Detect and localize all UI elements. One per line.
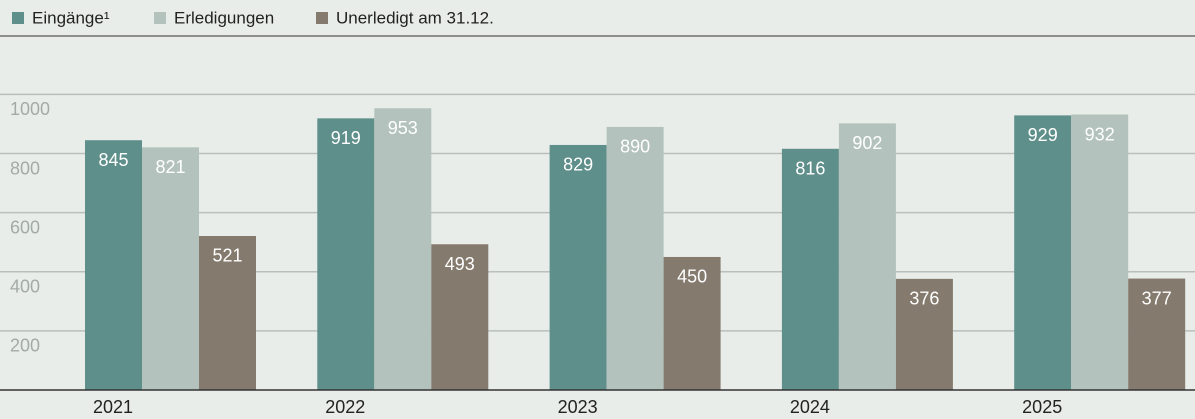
bar bbox=[199, 235, 256, 390]
bar bbox=[142, 147, 199, 390]
bar bbox=[838, 123, 896, 390]
bar bbox=[549, 144, 607, 390]
x-tick-label: 2024 bbox=[790, 397, 830, 417]
value-label: 821 bbox=[155, 157, 185, 177]
x-tick-label: 2022 bbox=[325, 397, 365, 417]
value-label: 953 bbox=[388, 118, 418, 138]
bar bbox=[431, 244, 489, 390]
bar bbox=[895, 278, 953, 390]
bar bbox=[1128, 278, 1186, 390]
y-tick-label: 800 bbox=[10, 158, 40, 178]
value-label: 829 bbox=[563, 155, 593, 175]
value-label: 929 bbox=[1028, 125, 1058, 145]
value-label: 376 bbox=[909, 289, 939, 309]
value-label: 816 bbox=[795, 159, 825, 179]
bar bbox=[1014, 115, 1072, 390]
legend-label: Erledigungen bbox=[174, 8, 274, 27]
legend-swatch bbox=[154, 12, 166, 24]
y-tick-label: 400 bbox=[10, 277, 40, 297]
value-label: 845 bbox=[98, 150, 128, 170]
legend-swatch bbox=[12, 12, 24, 24]
value-label: 450 bbox=[677, 267, 707, 287]
value-label: 890 bbox=[620, 137, 650, 157]
bar bbox=[606, 126, 664, 390]
legend-swatch bbox=[316, 12, 328, 24]
y-tick-label: 600 bbox=[10, 217, 40, 237]
bar bbox=[663, 256, 721, 390]
bar bbox=[781, 148, 839, 390]
value-label: 932 bbox=[1085, 124, 1115, 144]
value-label: 521 bbox=[212, 246, 242, 266]
value-label: 919 bbox=[331, 128, 361, 148]
value-label: 493 bbox=[445, 254, 475, 274]
x-tick-label: 2023 bbox=[558, 397, 598, 417]
bar bbox=[317, 118, 375, 390]
bar bbox=[1071, 114, 1129, 391]
value-label: 902 bbox=[852, 133, 882, 153]
bar bbox=[374, 108, 432, 390]
x-tick-label: 2021 bbox=[93, 397, 133, 417]
y-tick-label: 1000 bbox=[10, 99, 50, 119]
legend-label: Eingänge¹ bbox=[32, 8, 110, 27]
x-tick-label: 2025 bbox=[1022, 397, 1062, 417]
legend-label: Unerledigt am 31.12. bbox=[336, 8, 494, 27]
y-tick-label: 200 bbox=[10, 336, 40, 356]
bar bbox=[85, 140, 142, 390]
value-label: 377 bbox=[1142, 288, 1172, 308]
